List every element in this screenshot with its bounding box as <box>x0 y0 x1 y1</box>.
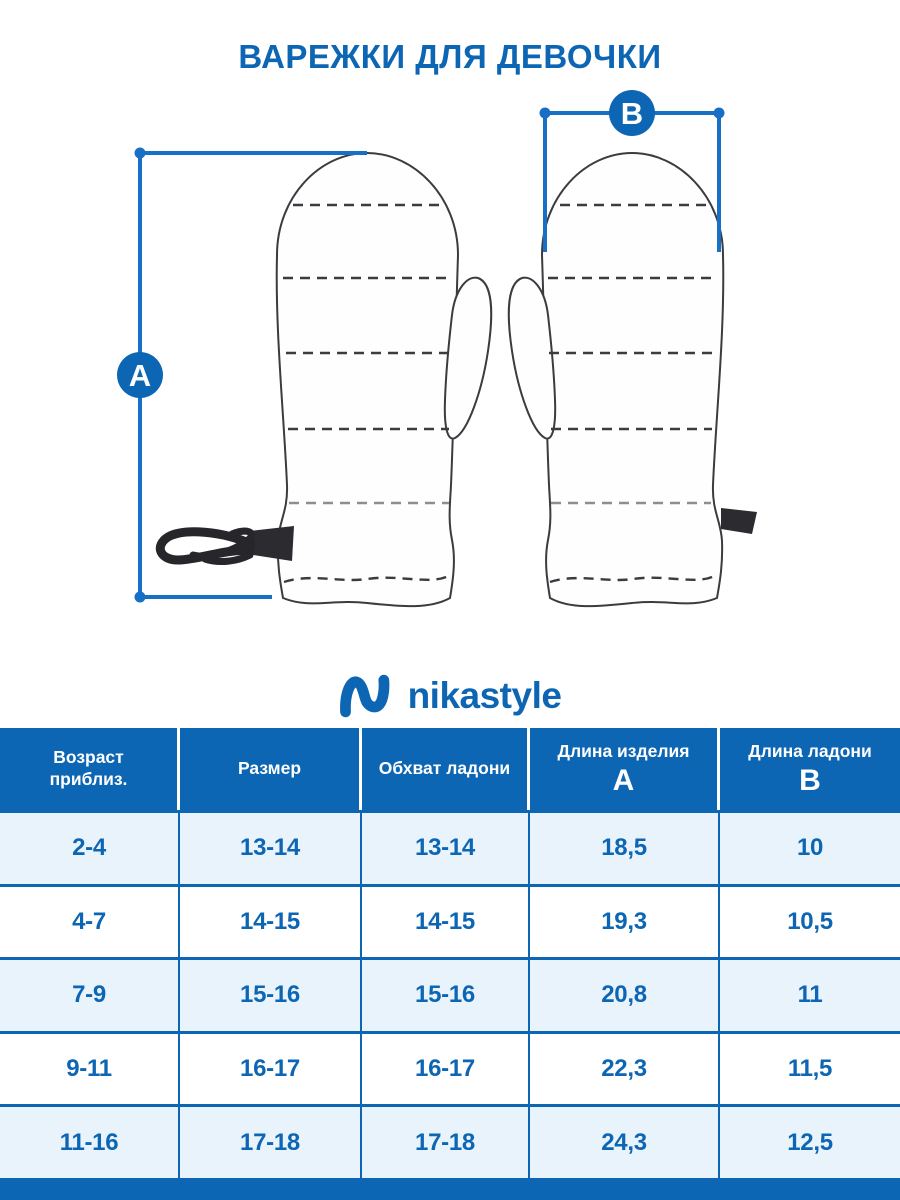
left-mitten-body <box>275 151 460 608</box>
table-cell: 9-11 <box>0 1033 180 1105</box>
table-cell: 17-18 <box>180 1107 362 1178</box>
brand-logo: nikastyle <box>0 666 900 726</box>
measure-dot <box>134 591 146 603</box>
table-cell: 14-15 <box>180 886 362 958</box>
table-cell: 24,3 <box>530 1107 720 1178</box>
table-row: 9-11 16-17 16-17 22,3 11,5 <box>0 1030 900 1105</box>
page-title: ВАРЕЖКИ ДЛЯ ДЕВОЧКИ <box>238 38 662 75</box>
measure-dot <box>539 107 551 119</box>
cuff-wavy-seam <box>283 573 451 584</box>
measure-a-label: А <box>129 358 151 393</box>
right-mitten-tab <box>721 508 757 534</box>
table-cell: 4-7 <box>0 886 180 958</box>
table-cell: 2-4 <box>0 813 180 884</box>
right-mitten-thumb <box>507 276 557 440</box>
clip-tail <box>201 551 254 566</box>
column-header-age: Возраст приблиз. <box>0 728 180 810</box>
measure-a: А <box>117 147 367 603</box>
table-cell: 17-18 <box>362 1107 530 1178</box>
right-mitten <box>507 151 757 608</box>
clip-strap <box>249 526 294 561</box>
table-row: 7-9 15-16 15-16 20,8 11 <box>0 957 900 1031</box>
column-header-palm-girth: Обхват ладони <box>362 728 530 810</box>
table-cell: 7-9 <box>0 960 180 1031</box>
column-header-item-length: Длина изделия А <box>530 728 720 810</box>
table-cell: 13-14 <box>180 813 362 884</box>
right-mitten-body <box>540 151 725 608</box>
left-mitten-thumb <box>443 276 493 440</box>
left-mitten <box>275 151 493 608</box>
table-cell: 16-17 <box>180 1033 362 1105</box>
table-header-row: Возраст приблиз. Размер Обхват ладони Дл… <box>0 728 900 810</box>
table-cell: 19,3 <box>530 886 720 958</box>
brand-name: nikastyle <box>407 675 562 716</box>
table-cell: 12,5 <box>787 1128 833 1156</box>
table-cell: 15-16 <box>180 960 362 1031</box>
measure-b: В <box>539 90 725 252</box>
table-row: 11-16 17-18 17-18 24,3 12,5 <box>0 1104 900 1178</box>
measure-b-label: В <box>621 96 643 131</box>
bottom-accent-bar <box>0 1178 900 1200</box>
table-cell: 16-17 <box>362 1033 530 1105</box>
table-row: 2-4 13-14 13-14 18,5 10 <box>0 810 900 884</box>
table-cell: 11 <box>797 981 823 1009</box>
table-cell: 10,5 <box>787 907 833 935</box>
table-row: 4-7 14-15 14-15 19,3 10,5 <box>0 883 900 958</box>
cuff-wavy-seam <box>549 573 717 584</box>
table-cell: 22,3 <box>530 1033 720 1105</box>
column-header-palm-length-letter: В <box>799 763 821 797</box>
table-cell: 11,5 <box>787 1055 833 1083</box>
mittens-measurement-diagram: А В <box>117 90 757 608</box>
wave-logo-icon <box>339 674 389 718</box>
table-cell: 11-16 <box>0 1107 180 1178</box>
table-cell: 20,8 <box>530 960 720 1031</box>
clip-icon <box>155 526 294 566</box>
column-header-item-length-letter: А <box>612 763 635 797</box>
column-header-palm-length: Длина ладони В <box>720 728 900 810</box>
table-cell: 10 <box>796 834 824 862</box>
measure-b-badge <box>609 90 655 136</box>
table-cell: 14-15 <box>362 886 530 958</box>
column-header-size: Размер <box>180 728 362 810</box>
measure-dot <box>134 147 146 159</box>
clip-cross <box>189 527 255 560</box>
column-header-palm-length-label: Длина ладони <box>748 741 872 762</box>
column-header-item-length-label: Длина изделия <box>557 741 690 762</box>
table-cell: 13-14 <box>362 813 530 884</box>
measure-a-badge <box>117 352 163 398</box>
size-table: Возраст приблиз. Размер Обхват ладони Дл… <box>0 728 900 1178</box>
measure-dot <box>713 107 725 119</box>
table-cell: 18,5 <box>530 813 720 884</box>
table-cell: 15-16 <box>362 960 530 1031</box>
